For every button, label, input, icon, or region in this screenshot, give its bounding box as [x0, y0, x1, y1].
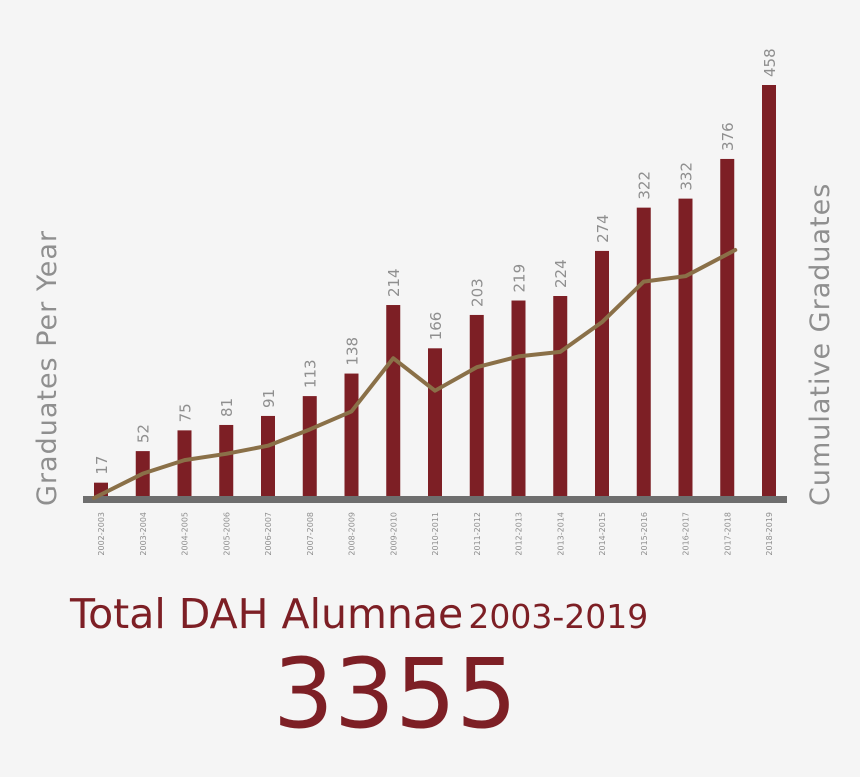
bar-2007-2008 [302, 396, 317, 498]
bar-2014-2015 [595, 250, 609, 498]
value-label-2016-2017: 332 [678, 162, 696, 191]
tick-label-2002-2003: 2002-2003 [97, 512, 106, 556]
tick-label-2014-2015: 2014-2015 [598, 512, 607, 556]
bar-2004-2005 [177, 430, 192, 498]
x-axis-line [83, 496, 787, 503]
y-axis-label-left: Graduates Per Year [32, 230, 63, 506]
bar-2008-2009 [344, 373, 359, 498]
bar-2005-2006 [219, 424, 234, 498]
bar-2010-2011 [428, 348, 442, 498]
tick-label-2015-2016: 2015-2016 [640, 512, 649, 556]
tick-label-2012-2013: 2012-2013 [515, 512, 524, 556]
cumulative-line [92, 248, 738, 500]
value-label-2003-2004: 52 [135, 424, 153, 443]
tick-label-2005-2006: 2005-2006 [222, 512, 231, 556]
value-label-2013-2014: 224 [552, 259, 570, 288]
tick-label-2011-2012: 2011-2012 [473, 512, 482, 556]
value-label-2005-2006: 81 [218, 398, 236, 417]
value-label-2010-2011: 166 [427, 312, 445, 341]
tick-labels-group: 2002-2003 2003-2004 2004-2005 2005-2006 2006… [97, 512, 774, 556]
bar-2011-2012 [469, 314, 484, 498]
tick-label-2004-2005: 2004-2005 [181, 512, 190, 556]
line-group [92, 248, 738, 500]
y-axis-label-right: Cumulative Graduates [805, 182, 836, 506]
bar-2015-2016 [636, 207, 651, 498]
tick-label-2018-2019: 2018-2019 [765, 512, 774, 556]
tick-label-2007-2008: 2007-2008 [306, 512, 315, 556]
bar-2006-2007 [261, 415, 275, 498]
tick-label-2010-2011: 2010-2011 [431, 512, 440, 556]
value-label-2008-2009: 138 [344, 337, 362, 366]
bars-group [94, 85, 776, 498]
total-count: 3355 [272, 638, 518, 750]
tick-label-2013-2014: 2013-2014 [556, 512, 565, 556]
value-label-2011-2012: 203 [469, 278, 487, 307]
tick-label-2017-2018: 2017-2018 [723, 512, 732, 556]
chart: 17 52 75 81 91 113 138 214 166 203 219 224 274 322 332… [83, 48, 787, 556]
value-label-2015-2016: 322 [636, 171, 654, 200]
value-label-2006-2007: 91 [260, 389, 278, 408]
title: Total DAH Alumnae 2003-2019 [70, 590, 648, 638]
value-label-2004-2005: 75 [177, 403, 195, 422]
tick-label-2016-2017: 2016-2017 [682, 512, 691, 556]
tick-label-2009-2010: 2009-2010 [389, 512, 398, 556]
value-label-2017-2018: 376 [719, 122, 737, 151]
bar-2009-2010 [386, 305, 401, 498]
value-label-2002-2003: 17 [93, 456, 111, 475]
value-label-2014-2015: 274 [594, 214, 612, 243]
bar-2018-2019 [762, 85, 776, 498]
value-label-2007-2008: 113 [302, 359, 320, 388]
title-years: 2003-2019 [468, 597, 649, 636]
title-main: Total DAH Alumnae [70, 590, 464, 638]
tick-label-2006-2007: 2006-2007 [264, 512, 273, 556]
bar-2012-2013 [511, 300, 526, 498]
value-label-2009-2010: 214 [385, 268, 403, 297]
tick-label-2003-2004: 2003-2004 [139, 512, 148, 556]
bar-2016-2017 [678, 198, 693, 498]
value-label-2012-2013: 219 [511, 264, 529, 293]
value-labels-group: 17 52 75 81 91 113 138 214 166 203 219 224 274 322 332… [93, 48, 779, 474]
value-label-2018-2019: 458 [761, 48, 779, 77]
bar-2017-2018 [720, 158, 735, 498]
tick-label-2008-2009: 2008-2009 [348, 512, 357, 556]
bar-2013-2014 [553, 296, 568, 498]
